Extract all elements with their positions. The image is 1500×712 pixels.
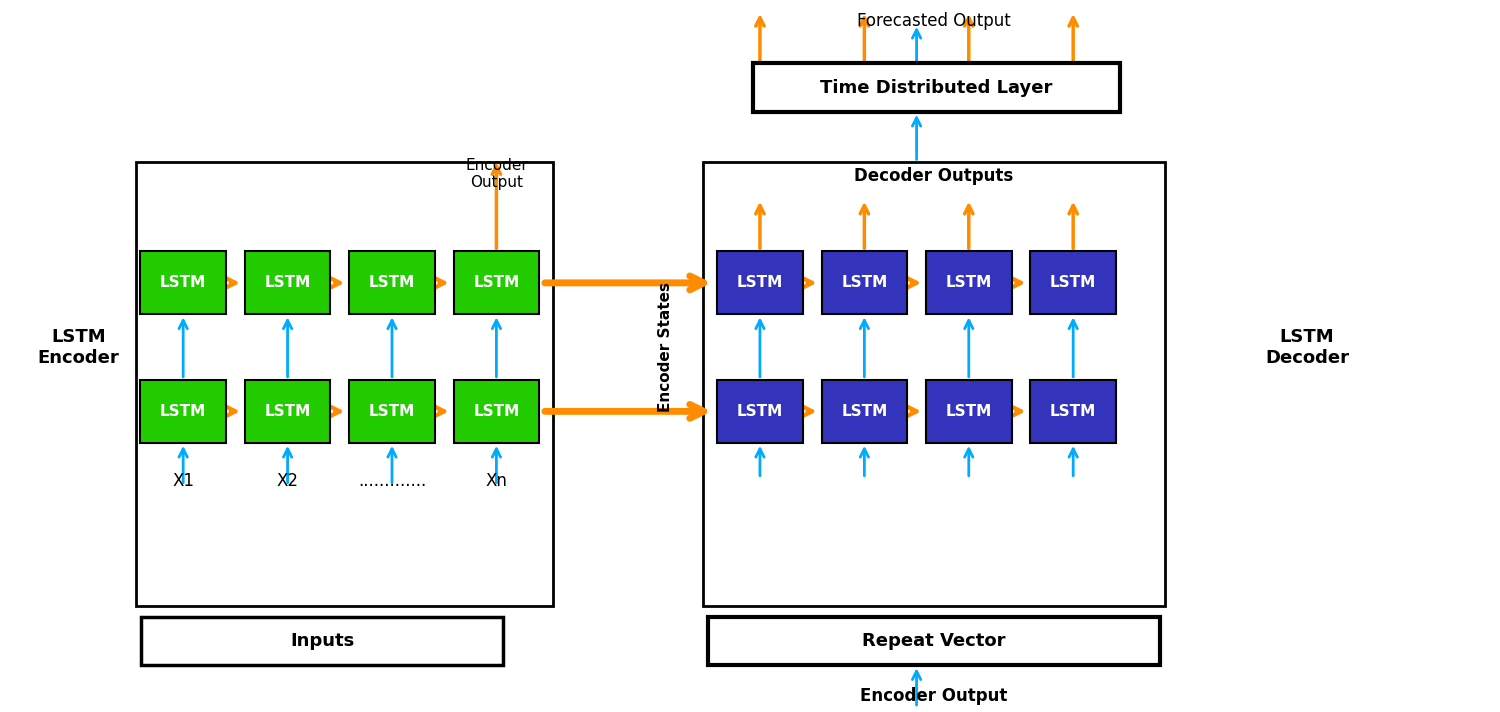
Text: Repeat Vector: Repeat Vector	[862, 632, 1005, 650]
Text: LSTM: LSTM	[842, 404, 888, 419]
FancyBboxPatch shape	[708, 617, 1160, 665]
Text: LSTM: LSTM	[945, 276, 992, 290]
Text: LSTM: LSTM	[736, 404, 783, 419]
FancyBboxPatch shape	[244, 251, 330, 315]
FancyBboxPatch shape	[717, 251, 803, 315]
Text: Inputs: Inputs	[291, 632, 354, 650]
Text: Encoder States: Encoder States	[658, 282, 674, 412]
Text: LSTM: LSTM	[1050, 276, 1096, 290]
FancyBboxPatch shape	[1030, 379, 1116, 443]
Text: Forecasted Output: Forecasted Output	[856, 12, 1011, 30]
Text: LSTM: LSTM	[369, 276, 416, 290]
Text: LSTM
Decoder: LSTM Decoder	[1264, 328, 1348, 367]
Text: LSTM: LSTM	[474, 276, 519, 290]
FancyBboxPatch shape	[753, 63, 1120, 112]
Text: LSTM: LSTM	[945, 404, 992, 419]
FancyBboxPatch shape	[141, 379, 226, 443]
FancyBboxPatch shape	[141, 617, 504, 665]
Text: Time Distributed Layer: Time Distributed Layer	[821, 79, 1053, 97]
Text: LSTM: LSTM	[264, 404, 310, 419]
Text: LSTM: LSTM	[736, 276, 783, 290]
Text: LSTM: LSTM	[160, 276, 207, 290]
Text: Decoder Outputs: Decoder Outputs	[855, 167, 1014, 185]
Text: LSTM: LSTM	[474, 404, 519, 419]
FancyBboxPatch shape	[926, 251, 1011, 315]
FancyBboxPatch shape	[926, 379, 1011, 443]
Text: LSTM: LSTM	[1050, 404, 1096, 419]
FancyBboxPatch shape	[717, 379, 803, 443]
Text: LSTM: LSTM	[842, 276, 888, 290]
FancyBboxPatch shape	[822, 379, 908, 443]
Text: X2: X2	[276, 471, 298, 490]
Text: Xn: Xn	[486, 471, 507, 490]
Text: LSTM
Encoder: LSTM Encoder	[38, 328, 120, 367]
Text: LSTM: LSTM	[264, 276, 310, 290]
FancyBboxPatch shape	[822, 251, 908, 315]
Text: LSTM: LSTM	[369, 404, 416, 419]
Text: Encoder Output: Encoder Output	[861, 687, 1008, 705]
Text: LSTM: LSTM	[160, 404, 207, 419]
FancyBboxPatch shape	[453, 379, 538, 443]
Text: Encoder
Output: Encoder Output	[465, 158, 528, 190]
Text: .............: .............	[358, 471, 426, 490]
Text: X1: X1	[172, 471, 194, 490]
FancyBboxPatch shape	[141, 251, 226, 315]
FancyBboxPatch shape	[350, 251, 435, 315]
FancyBboxPatch shape	[350, 379, 435, 443]
FancyBboxPatch shape	[244, 379, 330, 443]
FancyBboxPatch shape	[453, 251, 538, 315]
FancyBboxPatch shape	[1030, 251, 1116, 315]
